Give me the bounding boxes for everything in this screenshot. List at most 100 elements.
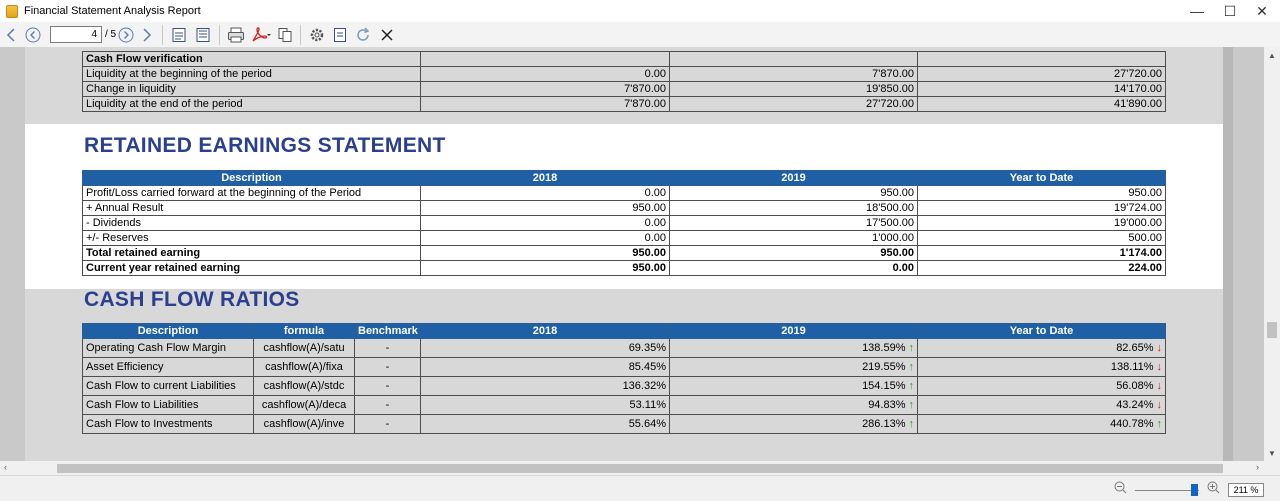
scroll-up-arrow-icon[interactable]: ▲ [1268,51,1276,60]
vertical-scrollbar[interactable]: ▲ ▼ [1264,47,1280,461]
value: 219.55% [862,361,906,373]
cell-ytd: 19'724.00 [917,200,1166,216]
settings-gear-icon[interactable] [305,24,329,46]
cell-formula: cashflow(A)/fixa [253,357,355,377]
print-icon[interactable] [224,24,248,46]
forward-icon[interactable] [136,24,158,46]
fit-page-icon[interactable] [191,24,215,46]
retained-earnings-title: RETAINED EARNINGS STATEMENT [84,134,446,157]
cell-ytd: 56.08% ↓ [917,376,1166,396]
refresh-icon[interactable] [351,24,375,46]
table-row: Cash Flow to Liabilities cashflow(A)/dec… [82,395,1166,415]
cell-ytd: 950.00 [917,185,1166,201]
retained-earnings-table: Description 2018 2019 Year to Date Profi… [82,170,1166,276]
table-row: Cash Flow to current Liabilities cashflo… [82,376,1166,396]
cell-2019: 154.15% ↑ [669,376,918,396]
zoom-slider[interactable] [1135,490,1199,491]
cell-2019: 138.59% ↑ [669,338,918,358]
row-label: Current year retained earning [82,260,421,276]
column-header: 2018 [420,323,670,339]
cell-ytd: 1'174.00 [917,245,1166,261]
table-row: + Annual Result 950.00 18'500.00 19'724.… [82,200,1166,216]
cashflow-ratios-table: Description formula Benchmark 2018 2019 … [82,323,1166,434]
row-label: +/- Reserves [82,230,421,246]
minimize-button[interactable]: — [1190,3,1204,19]
next-page-button[interactable] [116,24,136,46]
cell-ytd: 500.00 [917,230,1166,246]
cell-2019: 219.55% ↑ [669,357,918,377]
value: 138.59% [862,342,906,354]
value: 138.11% [1110,361,1154,373]
column-header: Year to Date [917,323,1166,339]
cell-2019: 7'870.00 [669,66,918,82]
zoom-slider-thumb[interactable] [1191,484,1198,496]
cell-2018: 950.00 [420,200,670,216]
cell-2019: 950.00 [669,245,918,261]
cell-2019: 17'500.00 [669,215,918,231]
cell-2019: 286.13% ↑ [669,414,918,434]
fit-width-icon[interactable] [167,24,191,46]
arrow-down-icon: ↓ [1156,361,1163,373]
cell-ytd: 440.78% ↑ [917,414,1166,434]
row-label: - Dividends [82,215,421,231]
report-viewport[interactable]: Cash Flow verification Liquidity at the … [0,47,1264,461]
cell-benchmark: - [354,338,421,358]
page-total: / 5 [105,29,117,40]
toolbar: 4 / 5 [0,22,1280,47]
zoom-out-icon[interactable] [1114,481,1127,499]
value: 82.65% [1116,342,1154,354]
table-row-total: Current year retained earning 950.00 0.0… [82,260,1166,276]
cell-formula: cashflow(A)/stdc [253,376,355,396]
arrow-up-icon: ↑ [908,342,915,354]
cell-2019: 19'850.00 [669,81,918,97]
table-row: +/- Reserves 0.00 1'000.00 500.00 [82,230,1166,246]
status-bar: 211 % [0,475,1280,501]
cell-2018: 7'870.00 [420,81,670,97]
row-label: Cash Flow to Investments [82,414,254,434]
toolbar-divider [300,24,302,45]
cell-2018: 69.35% [420,338,670,358]
previous-page-button[interactable] [22,24,44,46]
scroll-left-arrow-icon[interactable]: ‹ [4,462,7,472]
cell-ytd: 43.24% ↓ [917,395,1166,415]
row-label: Cash Flow to Liabilities [82,395,254,415]
row-label: Liquidity at the beginning of the period [82,66,421,82]
pdf-export-icon[interactable] [248,24,274,46]
cell-formula: cashflow(A)/inve [253,414,355,434]
cell-2018: 0.00 [420,215,670,231]
copy-icon[interactable] [274,24,296,46]
scroll-right-arrow-icon[interactable]: › [1256,462,1259,472]
toolbar-divider [219,24,221,45]
table-row: Asset Efficiency cashflow(A)/fixa - 85.4… [82,357,1166,377]
back-icon[interactable] [0,24,22,46]
horizontal-scrollbar[interactable]: ‹ › [0,461,1280,475]
cashflow-verification-table: Cash Flow verification Liquidity at the … [82,51,1166,112]
table-row: Cash Flow to Investments cashflow(A)/inv… [82,414,1166,434]
close-icon[interactable] [375,24,399,46]
horizontal-scroll-thumb[interactable] [57,464,1223,473]
column-header: formula [253,323,355,339]
cell-2019: 18'500.00 [669,200,918,216]
cashflow-verification-title: Cash Flow verification [82,51,421,67]
cell-benchmark: - [354,357,421,377]
arrow-up-icon: ↑ [908,399,915,411]
zoom-in-icon[interactable] [1207,481,1220,499]
value: 43.24% [1116,399,1154,411]
app-icon [6,4,18,18]
table-row: Liquidity at the end of the period 7'870… [82,96,1166,112]
zoom-level[interactable]: 211 % [1228,483,1264,497]
vertical-scroll-thumb[interactable] [1267,322,1277,338]
cell-2018: 7'870.00 [420,96,670,112]
scroll-down-arrow-icon[interactable]: ▼ [1268,449,1276,458]
cell-ytd: 138.11% ↓ [917,357,1166,377]
page-setup-icon[interactable] [329,24,351,46]
cell-formula: cashflow(A)/deca [253,395,355,415]
page-number-input[interactable]: 4 [50,26,102,43]
value: 154.15% [862,380,906,392]
maximize-button[interactable]: ☐ [1223,2,1237,19]
column-header: 2018 [420,170,670,186]
cell-ytd: 27'720.00 [917,66,1166,82]
close-window-button[interactable]: ✕ [1256,2,1268,19]
cell-2018: 950.00 [420,260,670,276]
value: 94.83% [868,399,906,411]
